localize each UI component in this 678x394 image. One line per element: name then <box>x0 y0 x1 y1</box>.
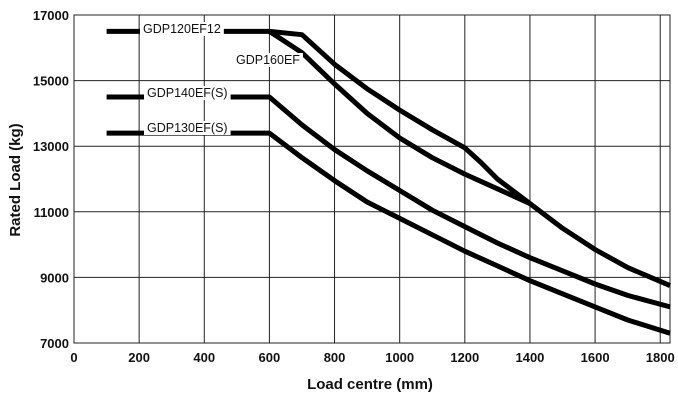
x-tick-label: 1600 <box>581 350 610 365</box>
series-label-group: GDP160EF <box>233 53 303 67</box>
plot-frame <box>73 14 671 344</box>
series-label-background <box>140 22 224 36</box>
x-tick-label: 1800 <box>646 350 675 365</box>
series-label: GDP130EF(S) <box>147 121 228 135</box>
series-label-background <box>144 121 231 135</box>
x-tick-label: 1200 <box>450 350 479 365</box>
x-tick-label: 400 <box>193 350 215 365</box>
x-tick-label: 1000 <box>385 350 414 365</box>
x-axis-title: Load centre (mm) <box>307 376 433 393</box>
series-label-group: GDP120EF12 <box>140 22 224 36</box>
series-label: GDP140EF(S) <box>147 86 228 100</box>
series-label: GDP120EF12 <box>143 22 221 36</box>
x-tick-label: 800 <box>324 350 346 365</box>
series-curves <box>106 28 671 336</box>
y-axis-title: Rated Load (kg) <box>7 123 24 236</box>
series-label: GDP160EF <box>236 53 300 67</box>
y-tick-label: 11000 <box>34 205 69 220</box>
series-label-group: GDP140EF(S) <box>144 86 231 100</box>
series-labels: GDP120EF12 GDP160EF GDP140EF(S) GDP130EF(S) <box>140 22 303 135</box>
y-tick-label: 9000 <box>40 270 69 285</box>
series-line-gdp140ef-s <box>106 94 671 310</box>
y-tick-label: 7000 <box>40 336 69 351</box>
x-tick-label: 0 <box>70 350 77 365</box>
grid <box>73 14 671 344</box>
series-line-gdp130ef-s <box>106 130 671 336</box>
series-label-background <box>144 86 231 100</box>
series-label-background <box>233 53 303 67</box>
x-tick-label: 600 <box>259 350 281 365</box>
x-tick-label: 1400 <box>515 350 544 365</box>
x-tick-label: 200 <box>128 350 150 365</box>
y-tick-label: 17000 <box>33 8 69 23</box>
series-line-gdp160ef <box>268 29 532 206</box>
y-tick-label: 15000 <box>33 74 69 89</box>
y-tick-label: 13000 <box>33 139 69 154</box>
series-label-group: GDP130EF(S) <box>144 121 231 135</box>
tick-labels: 0 200 400 600 800 1000 1200 1400 1600 1800 7000 900… <box>33 8 675 365</box>
series-line-gdp120ef12 <box>106 28 671 288</box>
